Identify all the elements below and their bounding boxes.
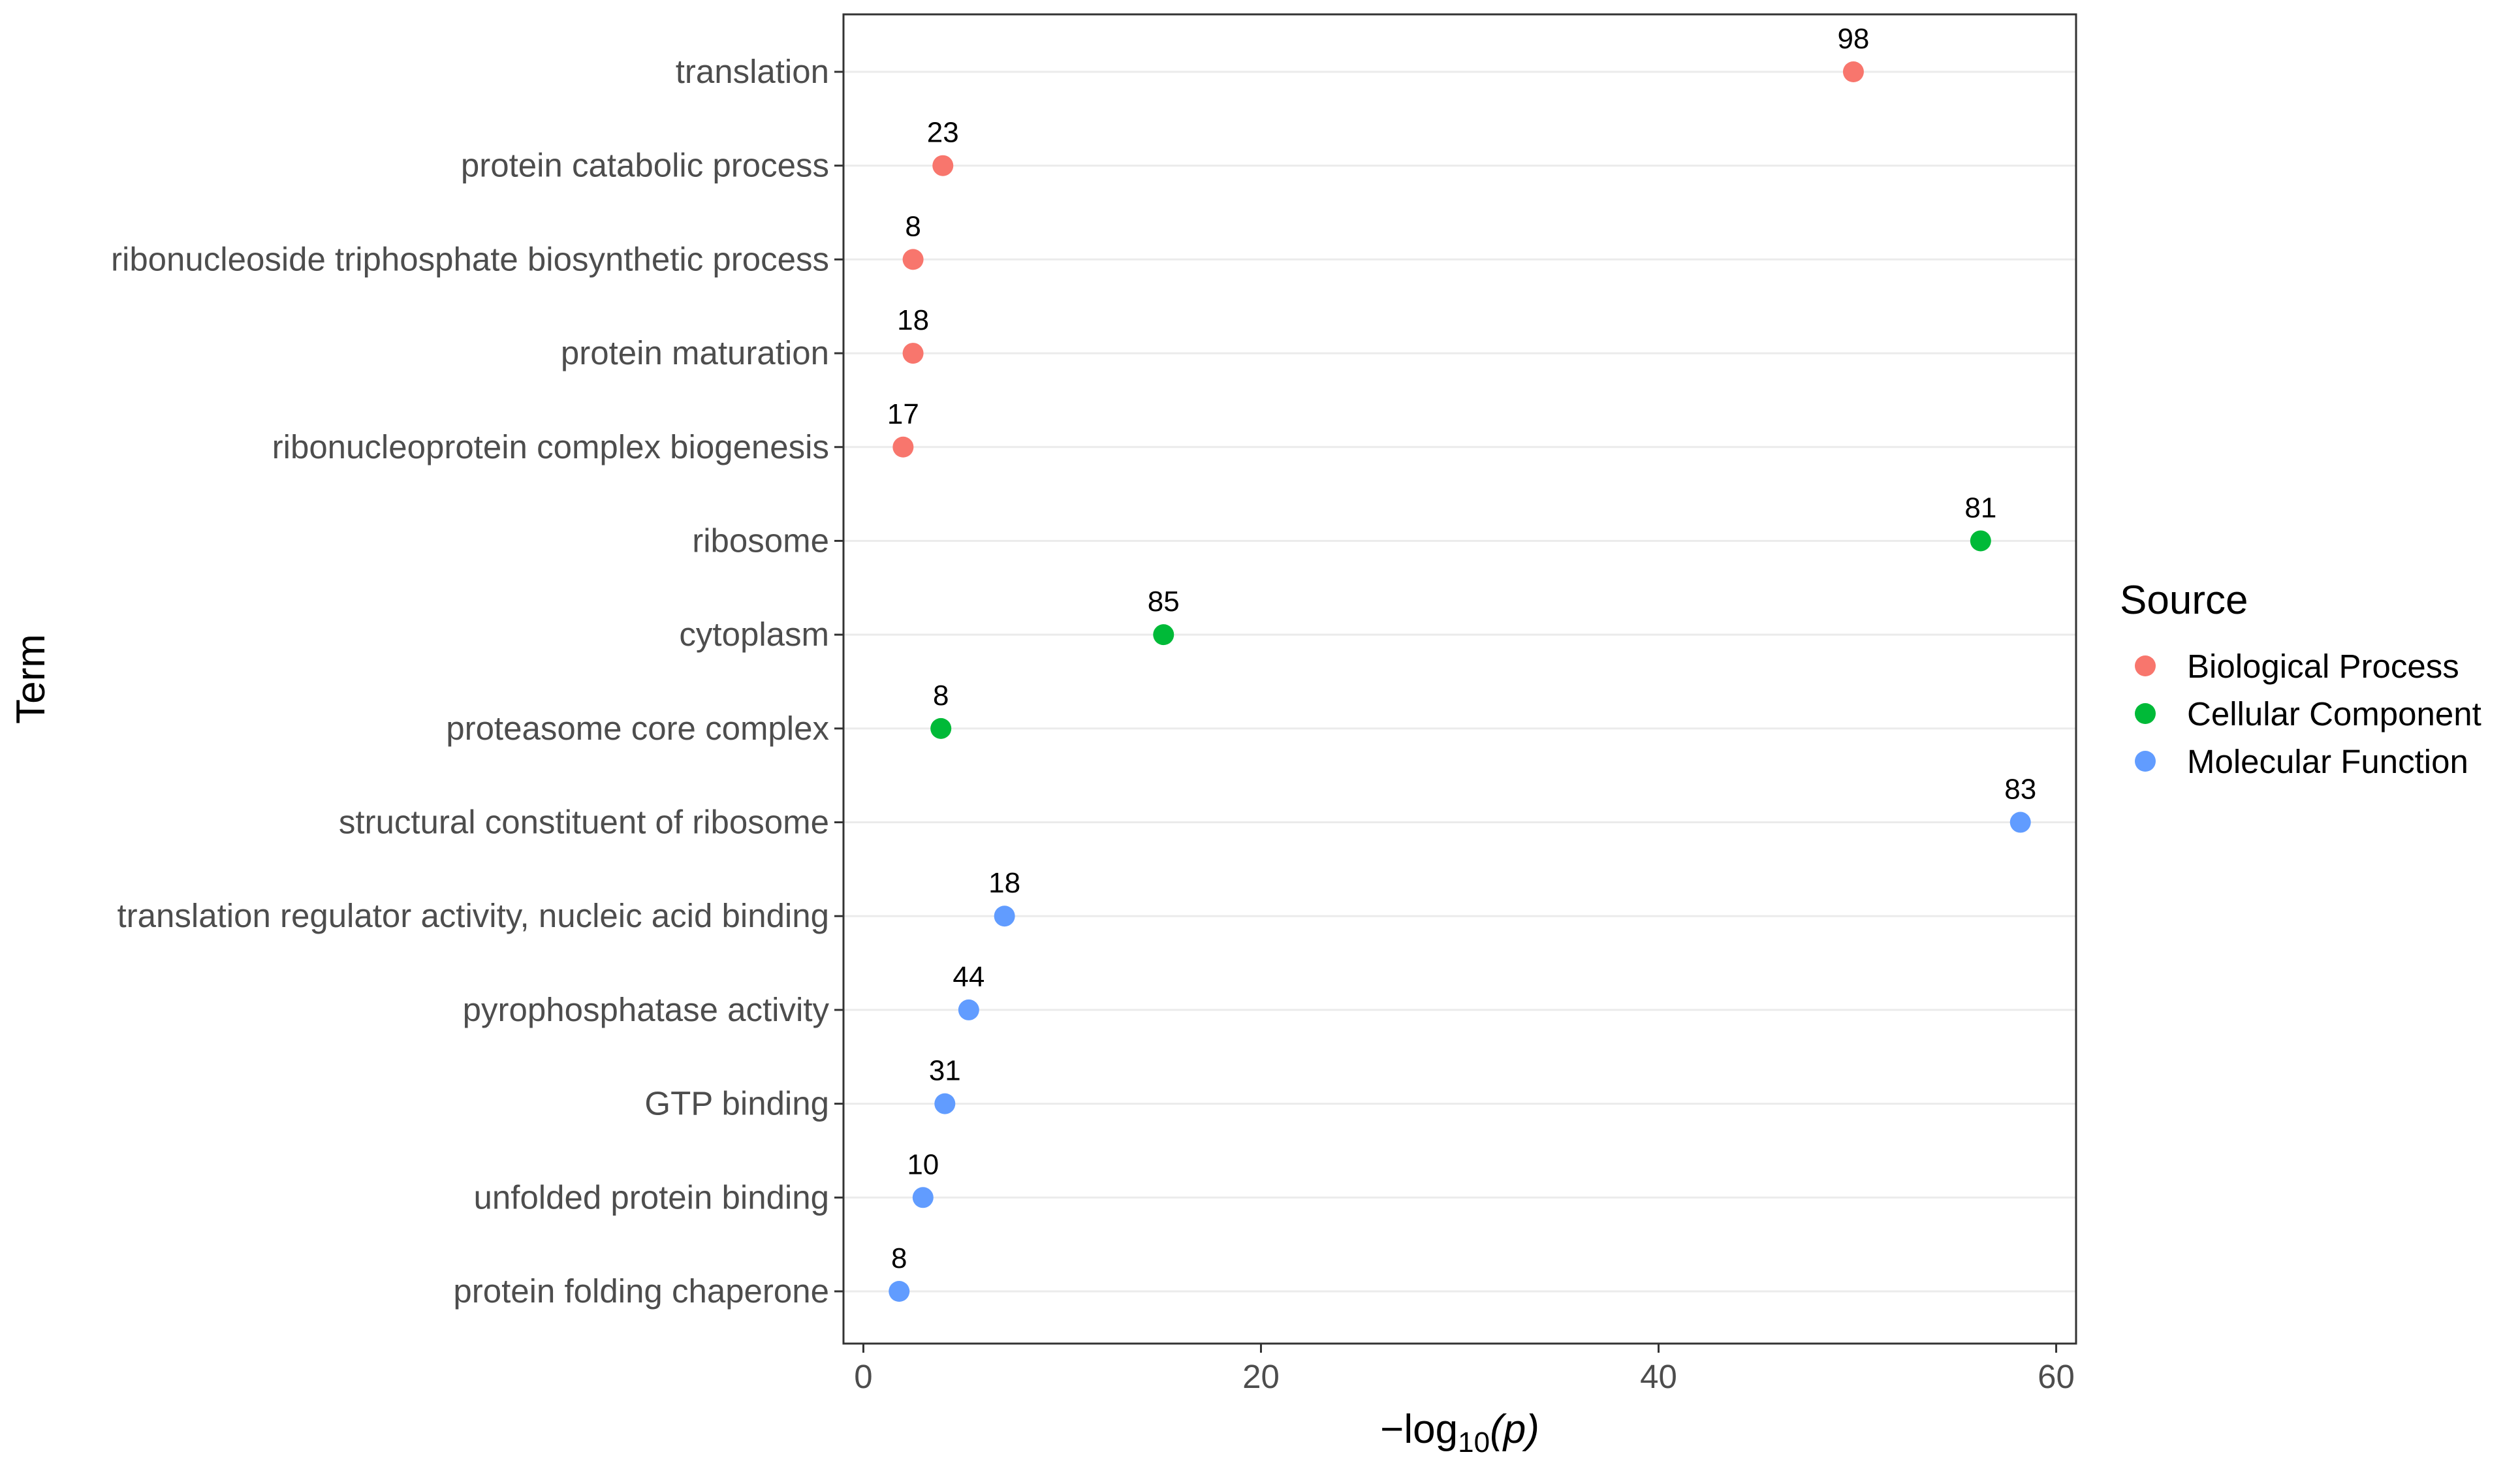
x-axis-tick-labels: 0 20 40 60 bbox=[854, 1358, 2075, 1395]
data-point bbox=[930, 717, 952, 739]
data-point bbox=[1153, 624, 1174, 646]
y-tick-label: GTP binding bbox=[644, 1085, 829, 1122]
data-point-labels: 98 23 8 18 17 81 85 8 83 18 44 31 10 8 bbox=[887, 23, 2036, 1274]
x-tick-label: 60 bbox=[2038, 1358, 2075, 1395]
y-tick-label: cytoplasm bbox=[679, 616, 829, 653]
data-point-label: 17 bbox=[887, 398, 919, 430]
data-point-label: 18 bbox=[988, 867, 1020, 899]
legend-entries: Biological Process Cellular Component Mole… bbox=[2135, 648, 2481, 780]
data-point-label: 83 bbox=[2004, 774, 2036, 806]
data-point bbox=[1842, 61, 1864, 82]
data-point bbox=[912, 1187, 934, 1208]
y-tick-label: structural constituent of ribosome bbox=[339, 804, 829, 841]
data-point bbox=[994, 906, 1015, 927]
y-tick-label: protein catabolic process bbox=[461, 147, 829, 184]
legend-title: Source bbox=[2120, 578, 2248, 623]
legend-key bbox=[2135, 655, 2156, 676]
legend-key bbox=[2135, 751, 2156, 772]
y-tick-label: ribonucleoprotein complex biogenesis bbox=[272, 428, 829, 465]
y-tick-label: translation regulator activity, nucleic … bbox=[118, 897, 829, 934]
data-point-label: 23 bbox=[927, 117, 959, 149]
data-points bbox=[889, 61, 2031, 1302]
legend: Source Biological Process Cellular Compon… bbox=[2120, 578, 2481, 780]
legend-label: Molecular Function bbox=[2187, 743, 2468, 780]
y-axis-tick-labels: translation protein catabolic process ribo… bbox=[111, 53, 829, 1310]
y-axis-title: Term bbox=[8, 634, 54, 724]
data-point-label: 8 bbox=[891, 1242, 907, 1274]
data-point bbox=[958, 999, 979, 1020]
data-point-label: 81 bbox=[1964, 492, 1996, 524]
data-point-label: 8 bbox=[933, 680, 949, 712]
data-point bbox=[2009, 811, 2031, 833]
data-point-label: 10 bbox=[907, 1148, 939, 1180]
data-point bbox=[902, 343, 924, 364]
x-tick-label: 40 bbox=[1640, 1358, 1677, 1395]
legend-label: Cellular Component bbox=[2187, 695, 2481, 732]
data-point bbox=[889, 1281, 910, 1302]
legend-key bbox=[2135, 703, 2156, 724]
y-tick-label: protein maturation bbox=[561, 334, 829, 371]
data-point bbox=[932, 155, 954, 176]
y-tick-label: unfolded protein binding bbox=[474, 1178, 829, 1216]
data-point bbox=[1970, 530, 1991, 552]
grid-lines bbox=[843, 71, 2076, 1293]
x-tick-label: 0 bbox=[854, 1358, 872, 1395]
data-point-label: 85 bbox=[1148, 586, 1180, 618]
axis-ticks bbox=[834, 71, 2058, 1353]
panel-border bbox=[842, 13, 2077, 1345]
data-point-label: 44 bbox=[953, 961, 984, 993]
y-tick-label: translation bbox=[676, 53, 829, 90]
y-tick-label: ribonucleoside triphosphate biosynthetic… bbox=[111, 240, 829, 277]
data-point-label: 98 bbox=[1837, 23, 1869, 55]
y-tick-label: ribosome bbox=[692, 522, 829, 559]
x-axis-title: −log10(p) bbox=[1380, 1407, 1539, 1458]
x-tick-label: 20 bbox=[1242, 1358, 1280, 1395]
data-point bbox=[892, 436, 914, 458]
data-point bbox=[934, 1093, 956, 1114]
data-point-label: 18 bbox=[897, 304, 929, 336]
y-tick-label: protein folding chaperone bbox=[453, 1272, 829, 1310]
legend-label: Biological Process bbox=[2187, 648, 2459, 685]
data-point bbox=[902, 249, 924, 270]
y-tick-label: pyrophosphatase activity bbox=[463, 991, 830, 1028]
y-tick-label: proteasome core complex bbox=[446, 710, 829, 747]
data-point-label: 8 bbox=[905, 210, 921, 242]
data-point-label: 31 bbox=[929, 1055, 961, 1087]
